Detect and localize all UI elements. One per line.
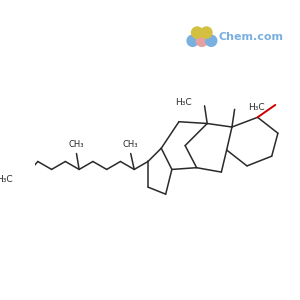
Circle shape <box>201 27 212 38</box>
Circle shape <box>196 35 208 46</box>
Text: H₃C: H₃C <box>0 175 13 184</box>
Text: H₃C: H₃C <box>176 98 192 107</box>
Text: CH₃: CH₃ <box>122 140 138 149</box>
Circle shape <box>187 35 198 46</box>
Circle shape <box>206 35 217 46</box>
Text: CH₃: CH₃ <box>69 140 84 149</box>
Circle shape <box>192 27 203 38</box>
Text: H₃C: H₃C <box>248 103 265 112</box>
Text: Chem.com: Chem.com <box>219 32 284 42</box>
